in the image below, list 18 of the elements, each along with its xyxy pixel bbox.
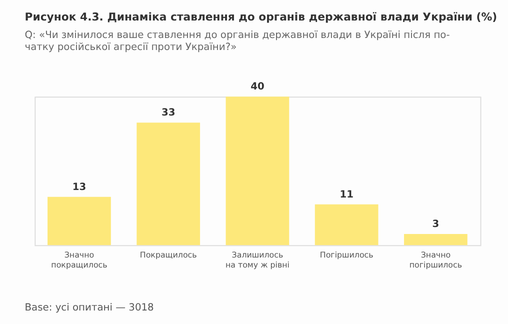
bar — [314, 204, 378, 246]
x-tick-label: Значно погіршилось — [409, 250, 462, 270]
chart-title: Рисунок 4.3. Динаміка ставлення до органів державної влади України (%) — [24, 10, 498, 24]
data-label: 3 — [432, 219, 440, 230]
x-tick-label: Покращилось — [140, 250, 198, 260]
chart-subtitle: Q: «Чи змінилося ваше ставлення до органів державної влади в Україні після по- чатку російської агресії проти України?» — [24, 30, 450, 54]
bar — [404, 234, 468, 246]
bar — [136, 122, 200, 246]
x-tick-label: Значно покращилось — [51, 250, 108, 270]
x-tick-label: Залишилось на тому ж рівні — [225, 250, 290, 270]
bar — [226, 96, 290, 246]
data-label: 13 — [72, 182, 86, 193]
data-label: 11 — [340, 189, 354, 200]
data-label: 40 — [250, 82, 264, 93]
text: Base: усі опитані — 3018 — [24, 302, 154, 314]
data-label: 33 — [161, 108, 176, 119]
bar — [48, 196, 111, 246]
x-tick-label: Погіршилось — [320, 250, 374, 260]
